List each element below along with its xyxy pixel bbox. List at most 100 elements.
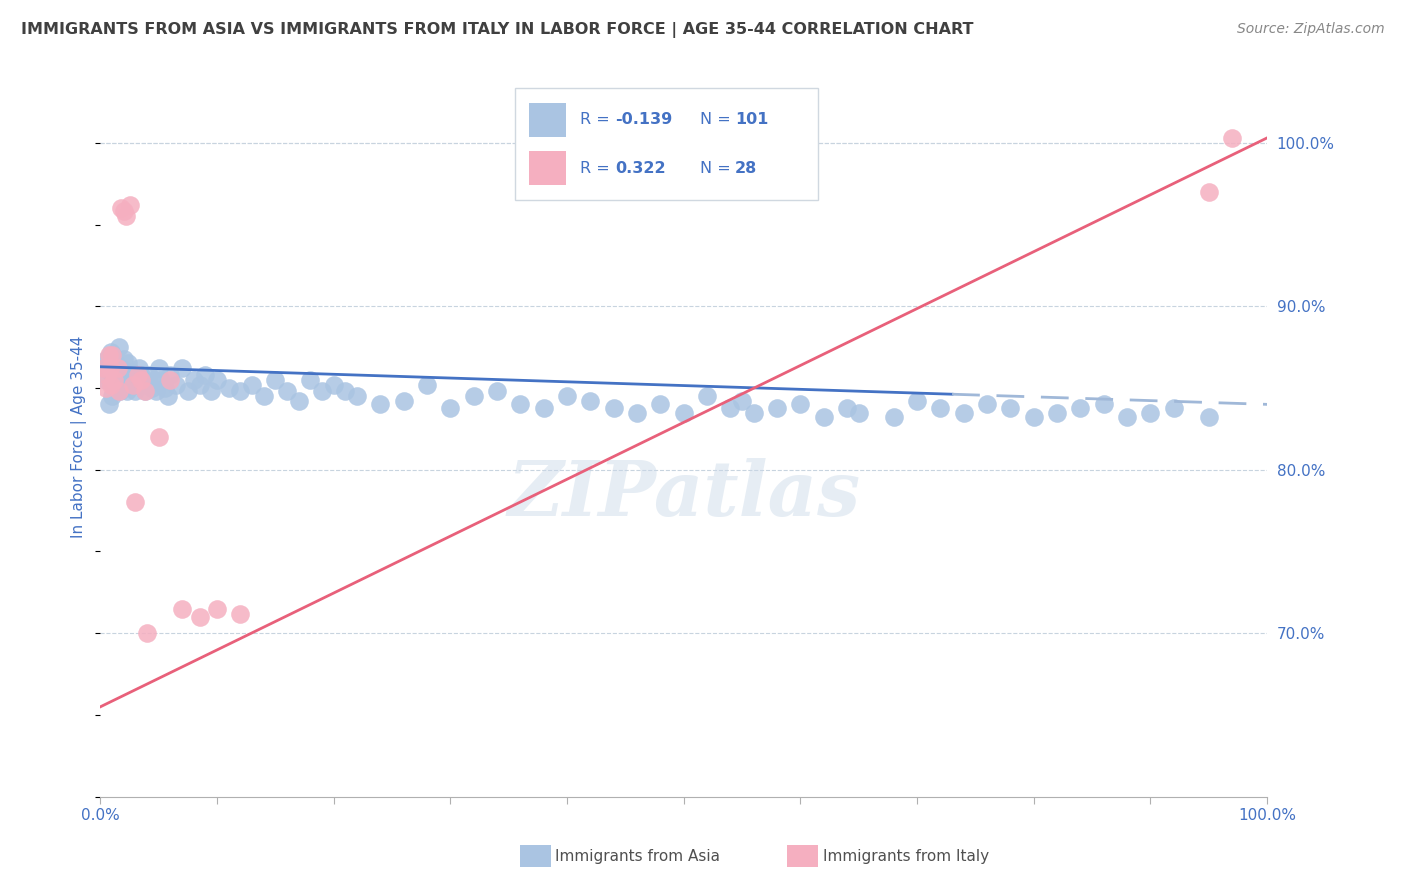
Point bbox=[264, 373, 287, 387]
Point bbox=[136, 377, 159, 392]
Point bbox=[287, 394, 309, 409]
Point bbox=[1022, 410, 1045, 425]
Point bbox=[107, 373, 129, 387]
Point bbox=[253, 389, 276, 403]
Point bbox=[1198, 185, 1220, 199]
Point bbox=[172, 361, 194, 376]
Point bbox=[299, 373, 322, 387]
Point bbox=[115, 373, 138, 387]
Point bbox=[150, 373, 173, 387]
Point bbox=[118, 377, 141, 392]
Point bbox=[101, 348, 124, 362]
Point bbox=[848, 405, 870, 419]
Text: 28: 28 bbox=[735, 161, 758, 176]
Point bbox=[322, 377, 344, 392]
Point bbox=[952, 405, 974, 419]
Point bbox=[115, 210, 138, 224]
Point bbox=[117, 357, 139, 371]
Point bbox=[346, 389, 368, 403]
Point bbox=[603, 401, 626, 415]
Point bbox=[110, 384, 132, 399]
Point bbox=[205, 601, 228, 615]
Point bbox=[579, 394, 602, 409]
FancyBboxPatch shape bbox=[515, 88, 818, 200]
Point bbox=[626, 405, 648, 419]
Point bbox=[1046, 405, 1069, 419]
Point bbox=[416, 377, 439, 392]
Point bbox=[122, 373, 145, 387]
Point bbox=[134, 384, 156, 399]
Point bbox=[1139, 405, 1161, 419]
Point bbox=[976, 397, 998, 411]
Point bbox=[183, 373, 205, 387]
Point bbox=[112, 351, 135, 366]
Point bbox=[127, 377, 149, 392]
Point bbox=[335, 384, 357, 399]
Point bbox=[672, 405, 695, 419]
Point bbox=[132, 373, 155, 387]
Point bbox=[138, 368, 160, 382]
Text: Source: ZipAtlas.com: Source: ZipAtlas.com bbox=[1237, 22, 1385, 37]
Point bbox=[1163, 401, 1185, 415]
Point bbox=[696, 389, 718, 403]
Point bbox=[177, 384, 200, 399]
Text: N =: N = bbox=[700, 161, 735, 176]
Point bbox=[883, 410, 905, 425]
Point bbox=[463, 389, 485, 403]
Point bbox=[555, 389, 578, 403]
Point bbox=[96, 373, 118, 387]
Point bbox=[172, 601, 194, 615]
Point bbox=[129, 373, 152, 387]
Point bbox=[96, 368, 118, 382]
Point bbox=[118, 198, 141, 212]
Point bbox=[276, 384, 298, 399]
Point bbox=[112, 204, 135, 219]
Point bbox=[1198, 410, 1220, 425]
Point bbox=[1000, 401, 1022, 415]
Point bbox=[835, 401, 858, 415]
Point bbox=[188, 610, 211, 624]
Point bbox=[205, 373, 228, 387]
Text: 0.322: 0.322 bbox=[614, 161, 665, 176]
Point bbox=[311, 384, 333, 399]
Point bbox=[141, 381, 163, 395]
Point bbox=[98, 365, 121, 379]
Text: IMMIGRANTS FROM ASIA VS IMMIGRANTS FROM ITALY IN LABOR FORCE | AGE 35-44 CORRELA: IMMIGRANTS FROM ASIA VS IMMIGRANTS FROM … bbox=[21, 22, 973, 38]
Text: Immigrants from Italy: Immigrants from Italy bbox=[823, 849, 988, 863]
Point bbox=[742, 405, 765, 419]
Point bbox=[240, 377, 263, 392]
Point bbox=[533, 401, 555, 415]
FancyBboxPatch shape bbox=[529, 151, 565, 186]
FancyBboxPatch shape bbox=[529, 103, 565, 137]
Text: N =: N = bbox=[700, 112, 735, 128]
Point bbox=[439, 401, 461, 415]
Point bbox=[218, 381, 240, 395]
Point bbox=[370, 397, 392, 411]
Point bbox=[124, 495, 146, 509]
Point bbox=[114, 368, 136, 382]
Point bbox=[124, 384, 146, 399]
Point bbox=[105, 377, 128, 392]
Point bbox=[101, 348, 124, 362]
Point bbox=[929, 401, 952, 415]
Point bbox=[125, 373, 148, 387]
Point bbox=[110, 201, 132, 215]
Point bbox=[145, 384, 167, 399]
Point bbox=[229, 607, 252, 621]
Point bbox=[111, 373, 134, 387]
Point bbox=[98, 361, 121, 376]
Text: R =: R = bbox=[579, 112, 614, 128]
Point bbox=[96, 381, 118, 395]
Point bbox=[129, 368, 152, 382]
Point bbox=[148, 430, 170, 444]
Point bbox=[813, 410, 835, 425]
Point bbox=[110, 361, 132, 376]
Point bbox=[97, 348, 120, 362]
Point bbox=[1069, 401, 1091, 415]
Point bbox=[153, 381, 176, 395]
Point bbox=[229, 384, 252, 399]
Point bbox=[134, 384, 156, 399]
Point bbox=[101, 389, 124, 403]
Point bbox=[1092, 397, 1115, 411]
Point bbox=[122, 377, 145, 392]
